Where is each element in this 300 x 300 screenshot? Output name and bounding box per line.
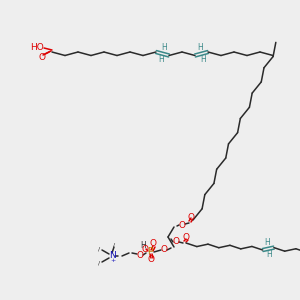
Text: O: O [149,239,157,248]
Text: O: O [148,256,154,265]
Text: P: P [147,248,153,256]
Text: /: / [98,260,100,266]
Text: HO: HO [30,44,44,52]
Text: H: H [197,44,203,52]
Text: H: H [264,238,270,247]
Text: O: O [38,52,46,62]
Text: /: / [98,247,100,251]
Text: O: O [160,245,167,254]
Text: O: O [178,220,185,230]
Text: H: H [140,242,146,250]
Text: O: O [136,250,143,260]
Text: H: H [267,250,272,259]
Text: H: H [158,55,164,64]
Text: N: N [109,251,116,260]
Text: +: + [110,259,116,263]
Text: O: O [188,212,194,221]
Text: O: O [172,238,179,247]
Text: H: H [161,44,167,52]
Text: O: O [182,233,190,242]
Text: /: / [113,242,115,247]
Text: O: O [142,244,148,253]
Text: H: H [200,55,206,64]
